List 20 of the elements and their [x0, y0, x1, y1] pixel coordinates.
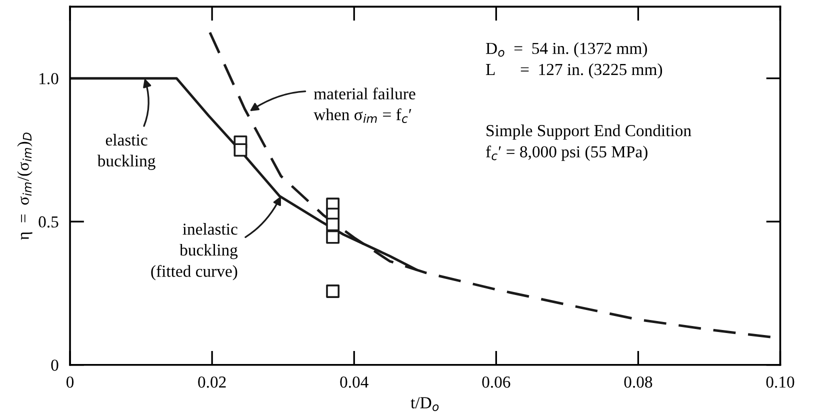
y-axis-title: η = σ$_{im}$/(σ$_{im}$)$_{D}$: [17, 132, 32, 240]
x-tick-label: 0.10: [766, 376, 794, 388]
annotation: elastic buckling: [97, 134, 156, 170]
point: [234, 143, 248, 157]
y-tick-label: 1.0: [40, 73, 58, 84]
x-tick-label: 0.04: [340, 376, 368, 388]
x-tick-label: 0: [66, 376, 74, 388]
annotation: Simple Support End Condition f$_{c}$′ = 8,000 psi (55 MPa): [486, 124, 692, 161]
x-axis-title: t/D$_{o}$: [410, 397, 439, 412]
y-tick-label: 0: [51, 360, 58, 371]
y-tick-label: 0.5: [38, 216, 58, 228]
annotation: inelastic buckling (fitted curve): [151, 223, 238, 280]
annotation: material failure when σ$_{im}$ = f$_{c}$′: [314, 88, 416, 123]
point: [326, 284, 340, 298]
point: [326, 218, 340, 232]
x-tick-label: 0.02: [198, 376, 226, 388]
x-tick-label: 0.08: [624, 376, 652, 388]
point: [326, 230, 340, 244]
x-tick-label: 0.06: [482, 376, 510, 388]
annotation: D$_{o}$ = 54 in. (1372 mm) L = 127 in. (3225 mm): [486, 42, 662, 79]
